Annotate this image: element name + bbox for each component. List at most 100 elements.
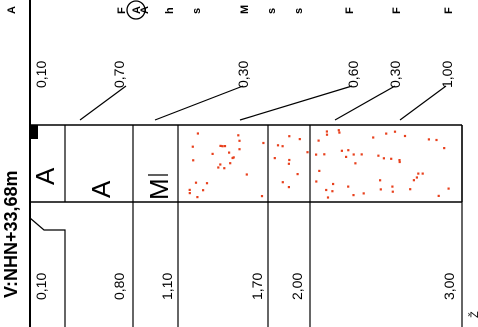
sand-dot: [347, 185, 350, 188]
layer-descriptions: A F A h s M s s F F F A: [6, 0, 455, 20]
leader-line: [154, 85, 244, 121]
sand-dot: [298, 138, 301, 141]
depth-label: 1,10: [159, 273, 175, 300]
sand-dot: [447, 187, 450, 190]
leader-line: [239, 85, 353, 121]
sand-dot: [415, 176, 418, 179]
sand-dot: [217, 166, 220, 169]
thickness-label: 1,00: [439, 61, 455, 88]
sand-dot: [377, 154, 380, 157]
depth-label: 3,00: [441, 273, 457, 300]
sand-dot: [382, 157, 385, 160]
sand-dot: [403, 134, 407, 138]
sand-dot: [192, 159, 195, 162]
sand-dot: [325, 133, 329, 136]
depth-label: 0,80: [111, 273, 127, 300]
sand-dot: [288, 158, 291, 162]
sand-dot: [345, 155, 348, 158]
fill-outline: [29, 217, 66, 327]
leader-line: [334, 85, 396, 121]
thickness-label: 0,60: [345, 61, 361, 88]
description-text: F: [443, 7, 455, 14]
description-text: h: [164, 7, 176, 14]
sand-dot: [360, 153, 363, 156]
sand-dot: [288, 135, 291, 138]
sand-dot: [398, 159, 401, 162]
sand-dot: [315, 180, 318, 183]
sand-dot: [325, 130, 328, 133]
sand-dot: [340, 149, 343, 152]
leader-line: [399, 85, 447, 121]
sand-dot: [306, 151, 309, 154]
thickness-labels: 0,10 0,70 0,30 0,60 0,30 1,00: [33, 61, 455, 121]
sand-dot: [315, 153, 318, 156]
sand-dot: [219, 144, 222, 147]
sand-dot: [205, 182, 209, 185]
sand-dot: [317, 139, 320, 142]
thickness-label: 0,30: [235, 61, 251, 88]
sand-dot: [379, 188, 382, 191]
sand-dot: [202, 189, 205, 192]
sand-dot: [331, 190, 334, 193]
sand-dot: [435, 138, 438, 142]
depth-label: 0,10: [33, 273, 49, 300]
description-text: F: [344, 7, 356, 14]
sand-dot: [338, 131, 341, 134]
sand-dot: [221, 145, 224, 148]
depth-labels: 0,10 0,80 1,10 1,70 2,00 3,00: [33, 273, 457, 300]
depth-label: 1,70: [249, 273, 265, 300]
sand-dot: [281, 145, 284, 148]
description-text: F: [391, 7, 403, 14]
topsoil-block: [30, 125, 38, 139]
sand-dot: [196, 196, 199, 199]
soil-column: [29, 124, 463, 327]
description-text: A: [6, 6, 18, 14]
sand-dot: [245, 173, 248, 176]
sand-dot: [326, 196, 330, 199]
sand-dot: [318, 169, 321, 172]
soil-symbol-1: A: [30, 167, 60, 185]
sand-dot: [219, 163, 222, 166]
sand-dot: [228, 151, 231, 154]
sand-dot: [211, 152, 214, 155]
sand-dot: [323, 153, 326, 156]
sand-dot: [347, 149, 350, 152]
sand-dot: [223, 145, 227, 148]
thickness-label: 0,70: [111, 61, 127, 88]
sand-dot: [196, 132, 199, 135]
sand-dot: [437, 194, 440, 197]
sand-dot: [273, 157, 276, 160]
description-text: s: [293, 8, 305, 14]
sand-dot: [194, 181, 198, 184]
sand-dot: [393, 130, 397, 133]
sand-dot: [398, 160, 401, 164]
sand-dots: [188, 129, 450, 199]
sand-dot: [443, 147, 446, 150]
description-text: s: [191, 8, 203, 14]
sand-dot: [385, 132, 388, 135]
sand-dot: [352, 153, 355, 156]
sand-dot: [337, 129, 340, 132]
sand-dot: [417, 172, 420, 175]
sand-dot: [296, 173, 299, 176]
sand-dot: [281, 181, 284, 184]
sand-dot: [238, 139, 241, 142]
description-text: F: [116, 7, 128, 14]
leader-line: [79, 85, 127, 121]
sand-dot: [372, 136, 375, 139]
sand-dot: [237, 134, 240, 137]
sand-dot: [262, 141, 265, 145]
sand-dot: [325, 188, 328, 192]
soil-symbol-3: M: [144, 178, 174, 200]
depth-label: 2,00: [289, 273, 305, 300]
sand-dot: [232, 156, 235, 159]
sand-dot: [409, 188, 412, 191]
sand-dot: [391, 185, 394, 188]
header-title: V:NHN+33,68m: [1, 170, 21, 298]
thickness-label: 0,30: [387, 61, 403, 88]
sand-dot: [379, 179, 382, 182]
description-text: M: [239, 5, 251, 14]
sand-dot: [238, 148, 241, 151]
